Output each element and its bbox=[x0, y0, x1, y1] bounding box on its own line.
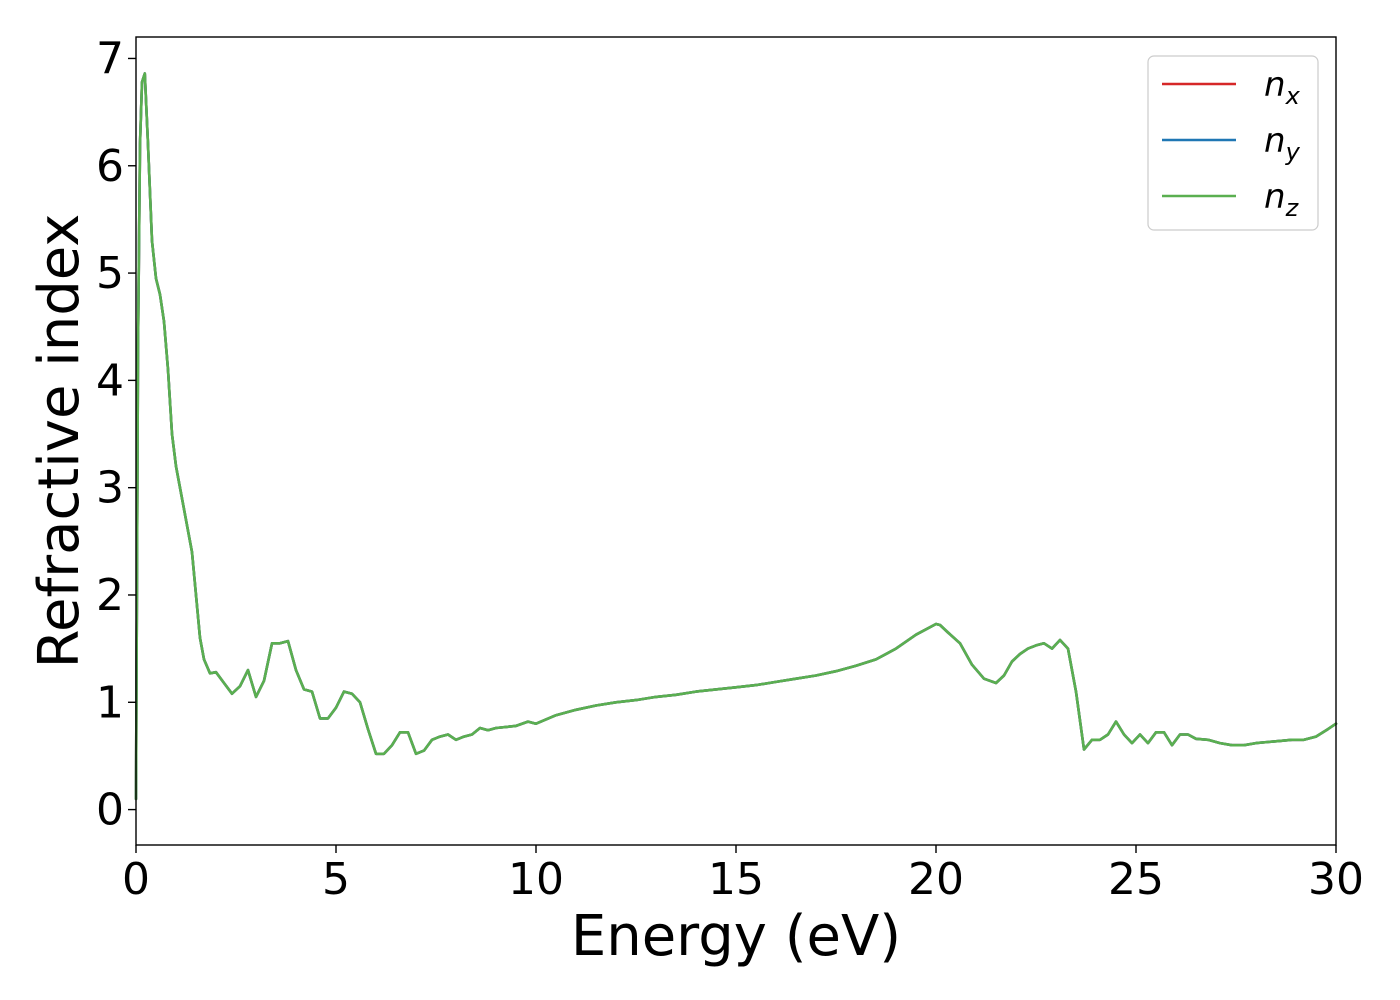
x-tick-label: 5 bbox=[322, 854, 350, 905]
x-tick-label: 25 bbox=[1108, 854, 1164, 905]
x-tick-label: 15 bbox=[708, 854, 764, 905]
x-axis-title: Energy (eV) bbox=[571, 904, 901, 969]
legend-label-x: nx bbox=[1264, 65, 1301, 110]
x-tick-label: 30 bbox=[1308, 854, 1364, 905]
legend-label-z: nz bbox=[1264, 177, 1300, 222]
y-tick-label: 7 bbox=[96, 33, 124, 84]
y-tick-label: 1 bbox=[96, 677, 124, 728]
y-axis-title: Refractive index bbox=[27, 214, 92, 669]
y-axis-ticks: 0 1 2 3 4 5 6 7 bbox=[96, 33, 136, 836]
x-axis-ticks: 0 5 10 15 20 25 30 bbox=[122, 845, 1364, 905]
y-tick-label: 4 bbox=[96, 355, 124, 406]
x-tick-label: 0 bbox=[122, 854, 150, 905]
series-layer bbox=[134, 72, 1338, 801]
y-tick-label: 0 bbox=[96, 785, 124, 836]
y-tick-label: 5 bbox=[96, 248, 124, 299]
x-tick-label: 20 bbox=[908, 854, 964, 905]
x-tick-label: 10 bbox=[508, 854, 564, 905]
y-tick-label: 6 bbox=[96, 141, 124, 192]
y-tick-label: 2 bbox=[96, 570, 124, 621]
y-tick-label: 3 bbox=[96, 463, 124, 514]
legend-box bbox=[1147, 55, 1319, 231]
series-line-z bbox=[134, 72, 1338, 801]
legend-label-y: ny bbox=[1264, 121, 1301, 166]
legend: nx ny nz bbox=[1147, 55, 1319, 231]
